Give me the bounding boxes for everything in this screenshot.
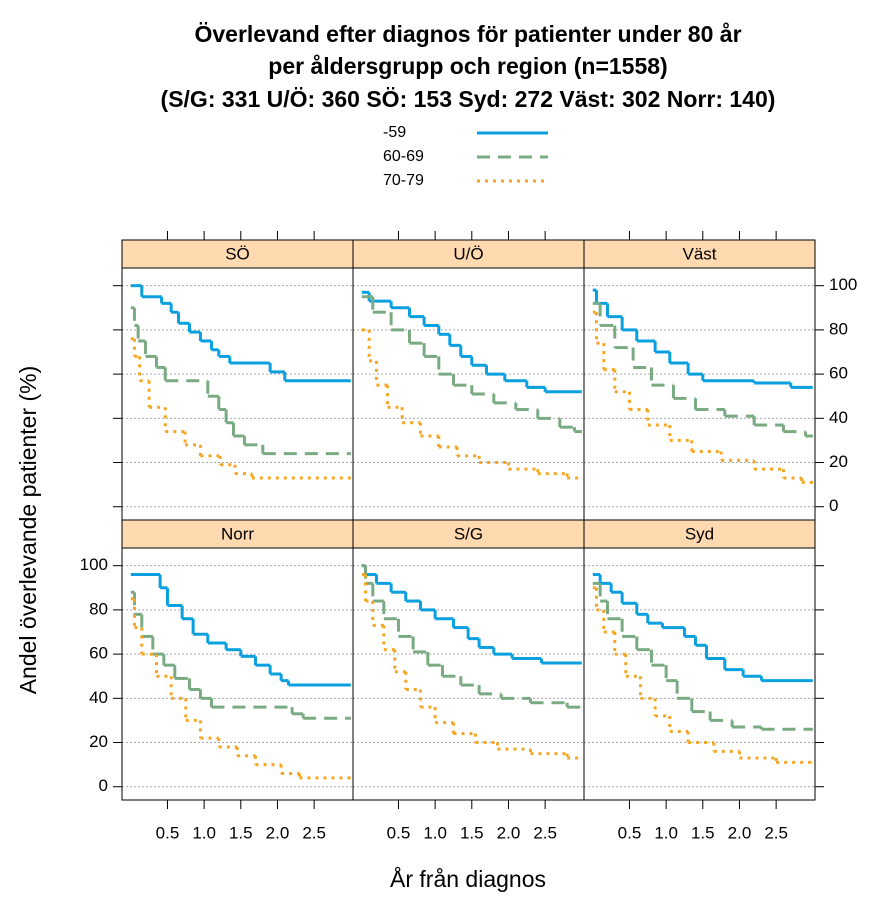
x-tick-label: 2.0	[497, 823, 521, 842]
series-line	[592, 586, 813, 764]
chart-title: (S/G: 331 U/Ö: 360 SÖ: 153 Syd: 272 Väst…	[161, 86, 776, 112]
series-line	[130, 573, 351, 687]
x-tick-label: 1.5	[229, 823, 253, 842]
x-axis-title: År från diagnos	[390, 865, 546, 892]
series-line	[361, 573, 582, 760]
x-tick-label: 2.0	[266, 823, 290, 842]
panel-border	[121, 547, 354, 801]
series-line	[592, 288, 813, 389]
y-tick-label: 60	[89, 644, 108, 663]
x-tick-label: 0.5	[156, 823, 180, 842]
strip	[352, 239, 585, 269]
y-tick-label: 20	[89, 732, 108, 751]
y-tick-label: 60	[829, 364, 848, 383]
x-tick-label: 2.0	[728, 823, 752, 842]
series-line	[361, 564, 582, 665]
series-line	[130, 590, 351, 720]
chart-title: per åldersgrupp och region (n=1558)	[268, 53, 667, 79]
y-tick-label: 80	[829, 319, 848, 338]
series-line	[361, 290, 582, 394]
strip-title: U/Ö	[453, 244, 483, 263]
y-tick-label: 0	[99, 776, 108, 795]
series-line	[361, 328, 582, 480]
series-line	[130, 306, 351, 456]
series-line	[592, 581, 813, 731]
legend-label: 60-69	[383, 148, 424, 165]
y-tick-label: 0	[829, 496, 838, 515]
panel-border	[583, 547, 816, 801]
x-tick-label: 1.0	[654, 823, 678, 842]
x-tick-label: 0.5	[618, 823, 642, 842]
y-tick-label: 100	[80, 555, 108, 574]
strip-title: S/G	[454, 524, 483, 543]
strip	[121, 519, 354, 549]
series-line	[361, 295, 582, 434]
x-tick-label: 1.0	[423, 823, 447, 842]
chart-title: Överlevand efter diagnos för patienter u…	[194, 21, 741, 47]
series-line	[592, 310, 813, 484]
y-axis-title: Andel överlevande patienter (%)	[15, 366, 41, 695]
series-line	[361, 564, 582, 709]
strip-title: Syd	[685, 524, 714, 543]
y-tick-label: 40	[829, 408, 848, 427]
strip-title: Norr	[221, 524, 254, 543]
y-tick-label: 40	[89, 688, 108, 707]
series-line	[130, 337, 351, 480]
x-tick-label: 1.0	[192, 823, 216, 842]
x-tick-label: 1.5	[691, 823, 715, 842]
x-tick-label: 1.5	[460, 823, 484, 842]
series-line	[592, 573, 813, 683]
strip-title: Väst	[682, 244, 716, 263]
y-tick-label: 20	[829, 452, 848, 471]
x-tick-label: 2.5	[302, 823, 326, 842]
legend-label: 70-79	[383, 172, 424, 189]
panel-border	[121, 267, 354, 521]
x-tick-label: 2.5	[764, 823, 788, 842]
y-tick-label: 100	[829, 275, 857, 294]
legend-label: -59	[383, 124, 406, 141]
panel-border	[352, 547, 585, 801]
panel-border	[583, 267, 816, 521]
y-tick-label: 80	[89, 599, 108, 618]
series-line	[592, 301, 813, 438]
x-tick-label: 2.5	[533, 823, 557, 842]
strip-title: SÖ	[225, 244, 250, 263]
series-line	[130, 597, 351, 780]
x-tick-label: 0.5	[387, 823, 411, 842]
series-line	[130, 284, 351, 383]
strip	[583, 519, 816, 549]
